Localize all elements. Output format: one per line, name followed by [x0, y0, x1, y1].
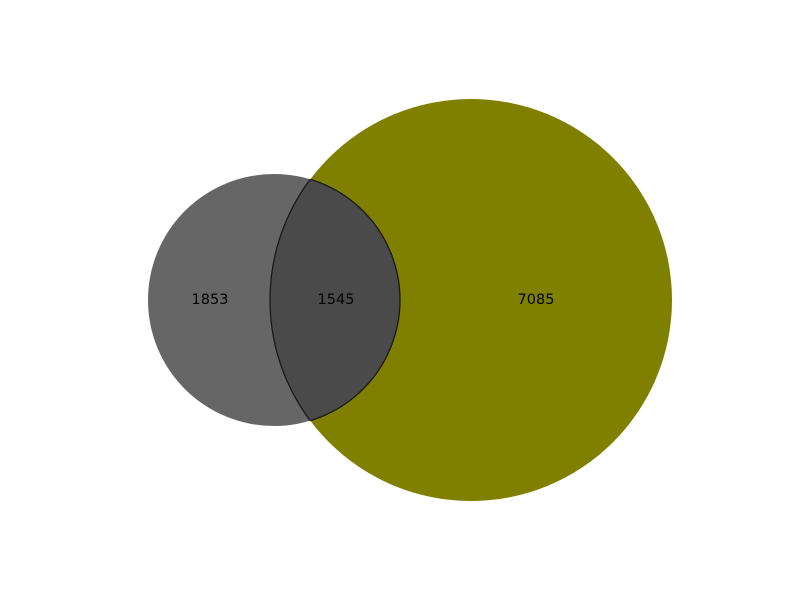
region-intersection-label: 1545 [318, 292, 355, 308]
region-a-only-label: 1853 [192, 292, 229, 308]
region-b-only-label: 7085 [518, 292, 555, 308]
set-b-circle [270, 99, 672, 501]
